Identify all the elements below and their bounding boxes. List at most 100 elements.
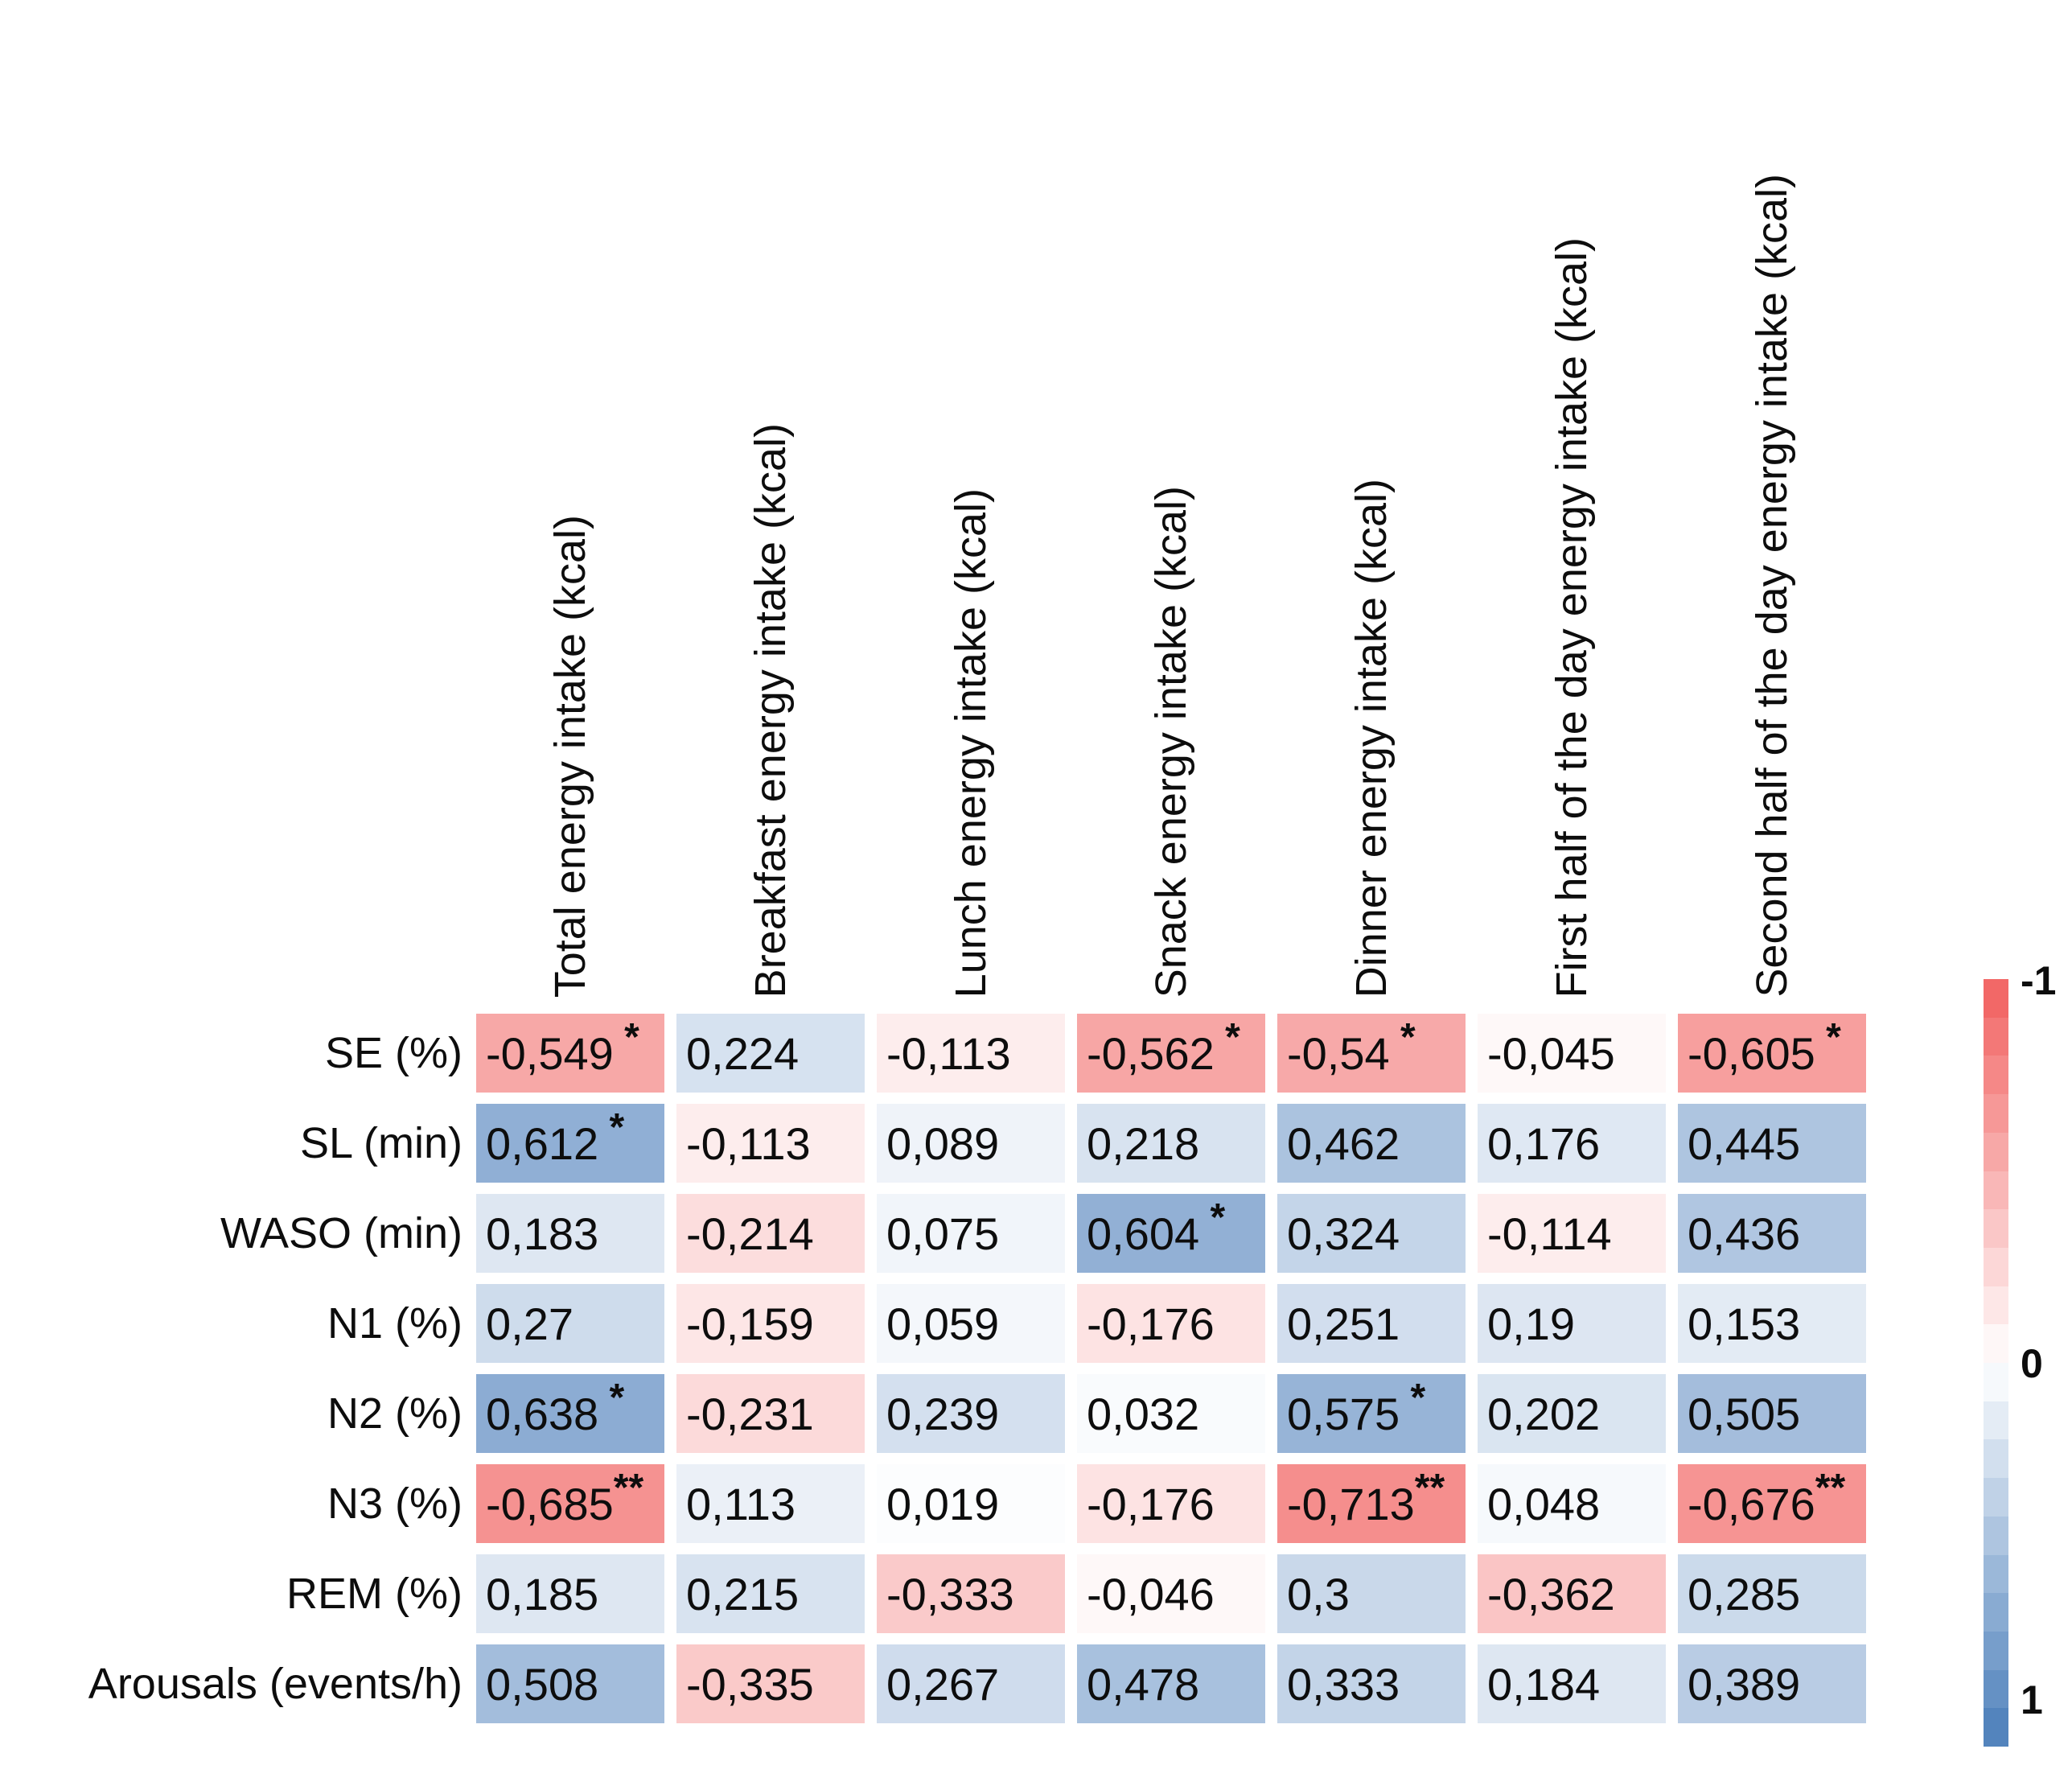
heatmap-cell: -0,562 * xyxy=(1077,1014,1265,1093)
cell-value: -0,713 xyxy=(1287,1478,1415,1529)
significance-stars: ** xyxy=(1414,1466,1445,1509)
cell-value: 0,048 xyxy=(1487,1478,1601,1529)
heatmap-cell: -0,605 * xyxy=(1678,1014,1866,1093)
cell-value: 0,202 xyxy=(1487,1388,1601,1439)
heatmap-cell: -0,176 xyxy=(1077,1284,1265,1363)
cell-value: 0,185 xyxy=(486,1568,599,1619)
heatmap-cell: 0,324 xyxy=(1277,1194,1466,1273)
cell-value: 0,113 xyxy=(686,1478,796,1529)
cell-value: -0,231 xyxy=(686,1388,814,1439)
colorbar-step xyxy=(1984,1593,2008,1632)
heatmap-cell: 0,075 xyxy=(877,1194,1065,1273)
heatmap-cell: 0,19 xyxy=(1478,1284,1666,1363)
colorbar-step xyxy=(1984,1286,2008,1325)
row-label-4: N1 (%) xyxy=(327,1299,462,1348)
heatmap-cell: 0,285 xyxy=(1678,1554,1866,1633)
column-header-4: Snack energy intake (kcal) xyxy=(1077,0,1265,998)
significance-stars: ** xyxy=(1815,1466,1846,1509)
cell-value: -0,045 xyxy=(1487,1027,1615,1079)
heatmap-cell: 0,239 xyxy=(877,1374,1065,1453)
heatmap-cell: 0,113 xyxy=(676,1464,865,1543)
heatmap-cell: 0,389 xyxy=(1678,1644,1866,1723)
colorbar-step xyxy=(1984,1554,2008,1594)
heatmap-cell: -0,046 xyxy=(1077,1554,1265,1633)
heatmap-cell: 0,505 xyxy=(1678,1374,1866,1453)
cell-value: 0,462 xyxy=(1287,1117,1400,1169)
heatmap-cell: -0,176 xyxy=(1077,1464,1265,1543)
cell-value: 0,251 xyxy=(1287,1298,1400,1349)
significance-stars: ** xyxy=(613,1466,644,1509)
cell-value: -0,549 xyxy=(486,1027,614,1079)
cell-value: 0,239 xyxy=(886,1388,1000,1439)
heatmap-cell: -0,685 ** xyxy=(476,1464,664,1543)
colorbar-tick-pos1: 1 xyxy=(2021,1677,2043,1722)
row-label-8: Arousals (events/h) xyxy=(88,1660,462,1708)
cell-value: -0,335 xyxy=(686,1658,814,1710)
cell-value: 0,505 xyxy=(1688,1388,1801,1439)
row-label-1: SE (%) xyxy=(324,1029,462,1077)
heatmap-cell: -0,335 xyxy=(676,1644,865,1723)
heatmap-cell: -0,114 xyxy=(1478,1194,1666,1273)
heatmap-cell: 0,218 xyxy=(1077,1104,1265,1183)
cell-value: 0,153 xyxy=(1688,1298,1801,1349)
column-header-3: Lunch energy intake (kcal) xyxy=(877,0,1065,998)
heatmap-cell: -0,362 xyxy=(1478,1554,1666,1633)
cell-value: -0,114 xyxy=(1487,1208,1612,1259)
cell-value: 0,436 xyxy=(1688,1208,1801,1259)
cell-value: 0,27 xyxy=(486,1298,574,1349)
colorbar-step xyxy=(1984,1631,2008,1670)
cell-value: 0,3 xyxy=(1287,1568,1350,1619)
heatmap-cell: -0,231 xyxy=(676,1374,865,1453)
column-header-label: Second half of the day energy intake (kc… xyxy=(1747,174,1796,998)
column-header-label: First half of the day energy intake (kca… xyxy=(1547,237,1596,998)
cell-value: 0,285 xyxy=(1688,1568,1801,1619)
heatmap-cell: -0,713 ** xyxy=(1277,1464,1466,1543)
colorbar-step xyxy=(1984,1401,2008,1440)
heatmap-cell: -0,045 xyxy=(1478,1014,1666,1093)
heatmap-cell: 0,462 xyxy=(1277,1104,1466,1183)
significance-stars: * xyxy=(598,1376,625,1419)
colorbar-step xyxy=(1984,1363,2008,1401)
significance-stars: * xyxy=(1815,1015,1841,1059)
heatmap-cell: 0,478 xyxy=(1077,1644,1265,1723)
significance-stars: * xyxy=(1389,1015,1416,1059)
cell-value: -0,046 xyxy=(1087,1568,1215,1619)
heatmap-cell: -0,549 * xyxy=(476,1014,664,1093)
row-label-2: SL (min) xyxy=(299,1119,462,1167)
colorbar-step xyxy=(1984,1324,2008,1364)
colorbar-step xyxy=(1984,1247,2008,1286)
heatmap-cell: 0,3 xyxy=(1277,1554,1466,1633)
cell-value: 0,478 xyxy=(1087,1658,1200,1710)
colorbar-step xyxy=(1984,1171,2008,1210)
colorbar-step xyxy=(1984,1094,2008,1133)
cell-value: 0,324 xyxy=(1287,1208,1400,1259)
heatmap-cell: 0,267 xyxy=(877,1644,1065,1723)
colorbar-step xyxy=(1984,1132,2008,1171)
cell-value: -0,676 xyxy=(1688,1478,1815,1529)
heatmap-cell: 0,176 xyxy=(1478,1104,1666,1183)
heatmap-cell: -0,113 xyxy=(676,1104,865,1183)
heatmap-cell: 0,032 xyxy=(1077,1374,1265,1453)
colorbar xyxy=(1984,979,2008,1747)
heatmap-cell: 0,185 xyxy=(476,1554,664,1633)
heatmap-cell: -0,113 xyxy=(877,1014,1065,1093)
colorbar-step xyxy=(1984,1017,2008,1056)
column-header-label: Lunch energy intake (kcal) xyxy=(946,488,995,998)
cell-value: 0,059 xyxy=(886,1298,1000,1349)
cell-value: 0,508 xyxy=(486,1658,599,1710)
heatmap-cell: 0,575 * xyxy=(1277,1374,1466,1453)
column-header-label: Dinner energy intake (kcal) xyxy=(1346,478,1396,998)
cell-value: 0,575 xyxy=(1287,1388,1400,1439)
column-header-2: Breakfast energy intake (kcal) xyxy=(676,0,865,998)
heatmap-cell: 0,612 * xyxy=(476,1104,664,1183)
cell-value: -0,362 xyxy=(1487,1568,1615,1619)
heatmap-cell: 0,048 xyxy=(1478,1464,1666,1543)
cell-value: 0,019 xyxy=(886,1478,1000,1529)
cell-value: 0,218 xyxy=(1087,1117,1200,1169)
cell-value: 0,612 xyxy=(486,1117,599,1169)
heatmap-cell: 0,638 * xyxy=(476,1374,664,1453)
cell-value: -0,54 xyxy=(1287,1027,1390,1079)
cell-value: 0,089 xyxy=(886,1117,1000,1169)
cell-value: 0,389 xyxy=(1688,1658,1801,1710)
